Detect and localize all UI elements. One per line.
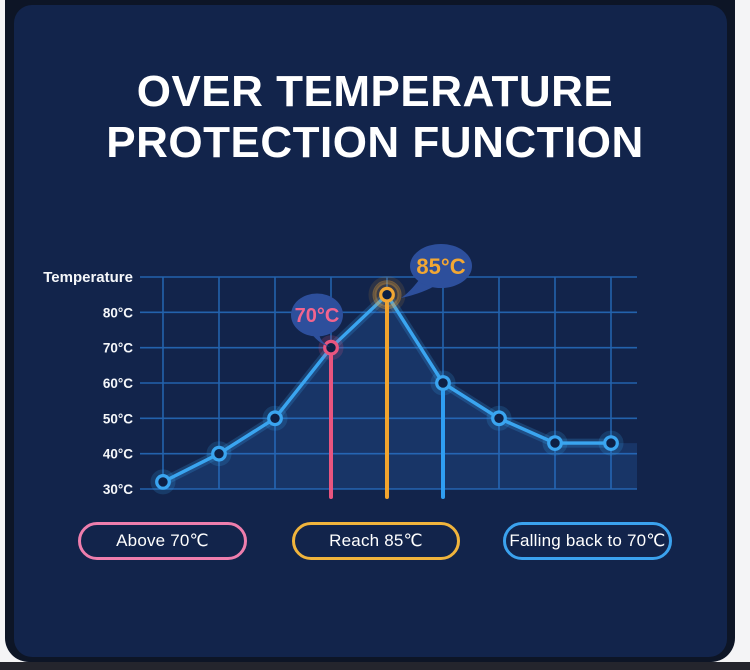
legend-pill-reach-85: Reach 85℃: [292, 522, 460, 560]
page-title: OVER TEMPERATURE PROTECTION FUNCTION: [0, 66, 750, 168]
page-title-line2: PROTECTION FUNCTION: [106, 118, 644, 167]
annotation-label: 85°C: [416, 254, 465, 279]
data-point: [262, 405, 288, 431]
data-point: [318, 335, 344, 361]
y-tick-label: 70°C: [103, 341, 133, 356]
next-section-edge: [0, 662, 750, 670]
y-tick-label: 80°C: [103, 305, 133, 320]
page-title-line1: OVER TEMPERATURE: [136, 67, 614, 116]
y-tick-label: 30°C: [103, 482, 133, 497]
annotation-label: 70°C: [295, 305, 340, 327]
data-point: [598, 430, 624, 456]
area-fill: [163, 294, 637, 489]
legend-pill-label: Above 70℃: [116, 531, 209, 550]
legend-pill-label: Falling back to 70℃: [509, 531, 666, 550]
infographic-card: [14, 5, 727, 657]
data-point: [368, 276, 406, 314]
legend-pill-falling-back-70: Falling back to 70℃: [503, 522, 672, 560]
legend-pill-label: Reach 85℃: [329, 531, 423, 550]
data-point: [542, 430, 568, 456]
annotation-bubble: 85°C: [401, 244, 472, 298]
temperature-chart: Temperature 80°C 70°C 60°C 50°C 40°C 30°C 70°C 8…: [43, 244, 637, 499]
y-tick-label: 50°C: [103, 411, 133, 426]
annotation-bubble: 70°C: [291, 293, 343, 347]
legend-pill-above-70: Above 70℃: [78, 522, 247, 560]
y-axis-title: Temperature: [43, 269, 133, 286]
y-tick-label: 40°C: [103, 447, 133, 462]
data-point: [486, 405, 512, 431]
y-tick-label: 60°C: [103, 376, 133, 391]
y-axis-labels: Temperature 80°C 70°C 60°C 50°C 40°C 30°C: [43, 269, 133, 497]
data-point: [150, 469, 176, 495]
data-point: [430, 370, 456, 396]
data-point: [206, 441, 232, 467]
